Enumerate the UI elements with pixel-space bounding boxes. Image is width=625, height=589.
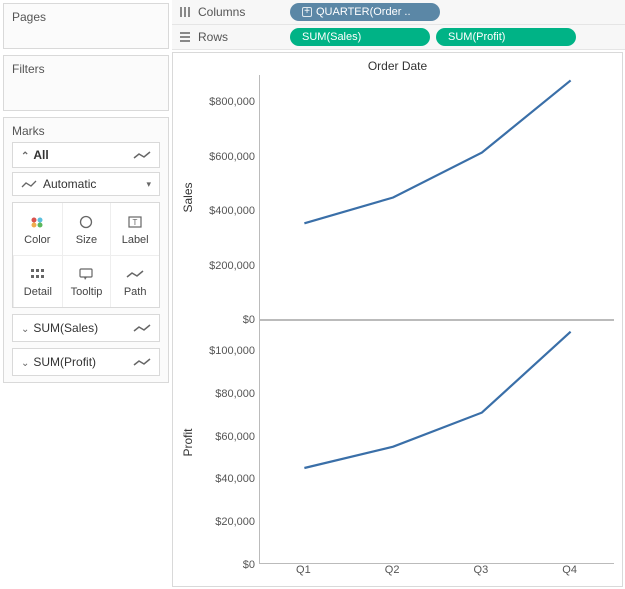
- rows-icon: [178, 31, 192, 43]
- marks-measure-sales[interactable]: ⌄ SUM(Sales): [12, 314, 160, 342]
- rows-label: Rows: [198, 30, 228, 44]
- mark-type-dropdown[interactable]: Automatic ▾: [12, 172, 160, 196]
- marks-grid: Color Size T Label Detail Tooltip Path: [12, 202, 160, 308]
- pill-label: SUM(Sales): [302, 31, 361, 43]
- expand-icon: +: [302, 7, 312, 17]
- chart-sales: Sales$0$200,000$400,000$600,000$800,000: [181, 75, 614, 320]
- detail-icon: [30, 265, 46, 283]
- y-axis: $0$20,000$40,000$60,000$80,000$100,000: [197, 320, 259, 565]
- y-axis: $0$200,000$400,000$600,000$800,000: [197, 75, 259, 320]
- y-tick: $400,000: [209, 205, 255, 217]
- columns-icon: [178, 6, 192, 18]
- marks-title: Marks: [12, 124, 160, 138]
- line-icon: [133, 357, 151, 367]
- marks-card: Marks ⌃All Automatic ▾ Color Size T L: [3, 117, 169, 383]
- marks-color-button[interactable]: Color: [13, 203, 62, 255]
- marks-label-label: Label: [122, 234, 149, 246]
- marks-label-button[interactable]: T Label: [110, 203, 159, 255]
- viz-title: Order Date: [181, 59, 614, 73]
- marks-detail-button[interactable]: Detail: [13, 255, 62, 307]
- pill-label: SUM(Profit): [448, 31, 505, 43]
- marks-size-button[interactable]: Size: [62, 203, 111, 255]
- viz-canvas: Order Date Sales $0 $200,000 $400,000 $600,0…: [172, 52, 623, 587]
- x-tick: Q4: [525, 564, 614, 582]
- x-tick: Q3: [437, 564, 526, 582]
- pages-shelf[interactable]: Pages: [3, 3, 169, 49]
- marks-color-label: Color: [24, 234, 50, 246]
- marks-path-label: Path: [124, 286, 147, 298]
- caret-up-icon: ⌃: [21, 151, 29, 162]
- filters-shelf[interactable]: Filters: [3, 55, 169, 111]
- main-area: Columns + QUARTER(Order .. Rows SUM(Sales…: [172, 0, 625, 589]
- caret-down-icon: ⌄: [21, 324, 29, 335]
- y-tick: $600,000: [209, 151, 255, 163]
- line-icon: [133, 323, 151, 333]
- y-tick: $200,000: [209, 260, 255, 272]
- series-line: [304, 80, 570, 223]
- series-line: [304, 331, 570, 467]
- marks-measure-profit[interactable]: ⌄ SUM(Profit): [12, 348, 160, 376]
- marks-all-label: All: [33, 148, 48, 162]
- chart-profit: Profit$0$20,000$40,000$60,000$80,000$100…: [181, 320, 614, 565]
- pill-quarter-order-[interactable]: + QUARTER(Order ..: [290, 3, 440, 21]
- line-icon: [21, 179, 37, 189]
- y-tick: $40,000: [215, 473, 255, 485]
- pill-sum-sales-[interactable]: SUM(Sales): [290, 28, 430, 46]
- rows-shelf[interactable]: Rows SUM(Sales) SUM(Profit): [172, 25, 625, 50]
- y-axis-label: Sales: [181, 75, 197, 320]
- marks-size-label: Size: [76, 234, 97, 246]
- marks-detail-label: Detail: [24, 286, 52, 298]
- marks-measure-sales-label: SUM(Sales): [33, 321, 98, 335]
- plot-area[interactable]: [259, 75, 614, 320]
- caret-down-icon: ⌄: [21, 358, 29, 369]
- marks-all-toggle[interactable]: ⌃ All: [12, 142, 160, 168]
- columns-shelf[interactable]: Columns + QUARTER(Order ..: [172, 0, 625, 25]
- y-tick: $20,000: [215, 516, 255, 528]
- marks-tooltip-label: Tooltip: [71, 286, 103, 298]
- marks-tooltip-button[interactable]: Tooltip: [62, 255, 111, 307]
- tooltip-icon: [78, 265, 94, 283]
- size-icon: [77, 213, 95, 231]
- sidebar: Pages Filters Marks ⌃ All Automatic ▾ Col…: [0, 0, 172, 589]
- y-tick: $100,000: [209, 345, 255, 357]
- plot-area[interactable]: [259, 320, 614, 565]
- marks-path-button[interactable]: Path: [110, 255, 159, 307]
- y-axis-label: Profit: [181, 320, 197, 565]
- pill-label: QUARTER(Order ..: [316, 6, 411, 18]
- mark-type-label: Automatic: [43, 177, 96, 191]
- columns-label: Columns: [198, 5, 245, 19]
- dropdown-caret-icon: ▾: [146, 179, 151, 190]
- y-tick: $0: [243, 559, 255, 571]
- y-tick: $800,000: [209, 96, 255, 108]
- path-icon: [126, 265, 144, 283]
- label-icon: T: [127, 213, 143, 231]
- x-tick: Q2: [348, 564, 437, 582]
- svg-text:T: T: [133, 218, 138, 227]
- y-tick: $60,000: [215, 431, 255, 443]
- marks-measure-profit-label: SUM(Profit): [33, 355, 96, 369]
- x-tick: Q1: [259, 564, 348, 582]
- pages-title: Pages: [12, 10, 160, 24]
- line-icon: [133, 150, 151, 160]
- pill-sum-profit-[interactable]: SUM(Profit): [436, 28, 576, 46]
- color-icon: [29, 213, 45, 231]
- filters-title: Filters: [12, 62, 160, 76]
- shelves: Columns + QUARTER(Order .. Rows SUM(Sales…: [172, 0, 625, 50]
- y-tick: $80,000: [215, 388, 255, 400]
